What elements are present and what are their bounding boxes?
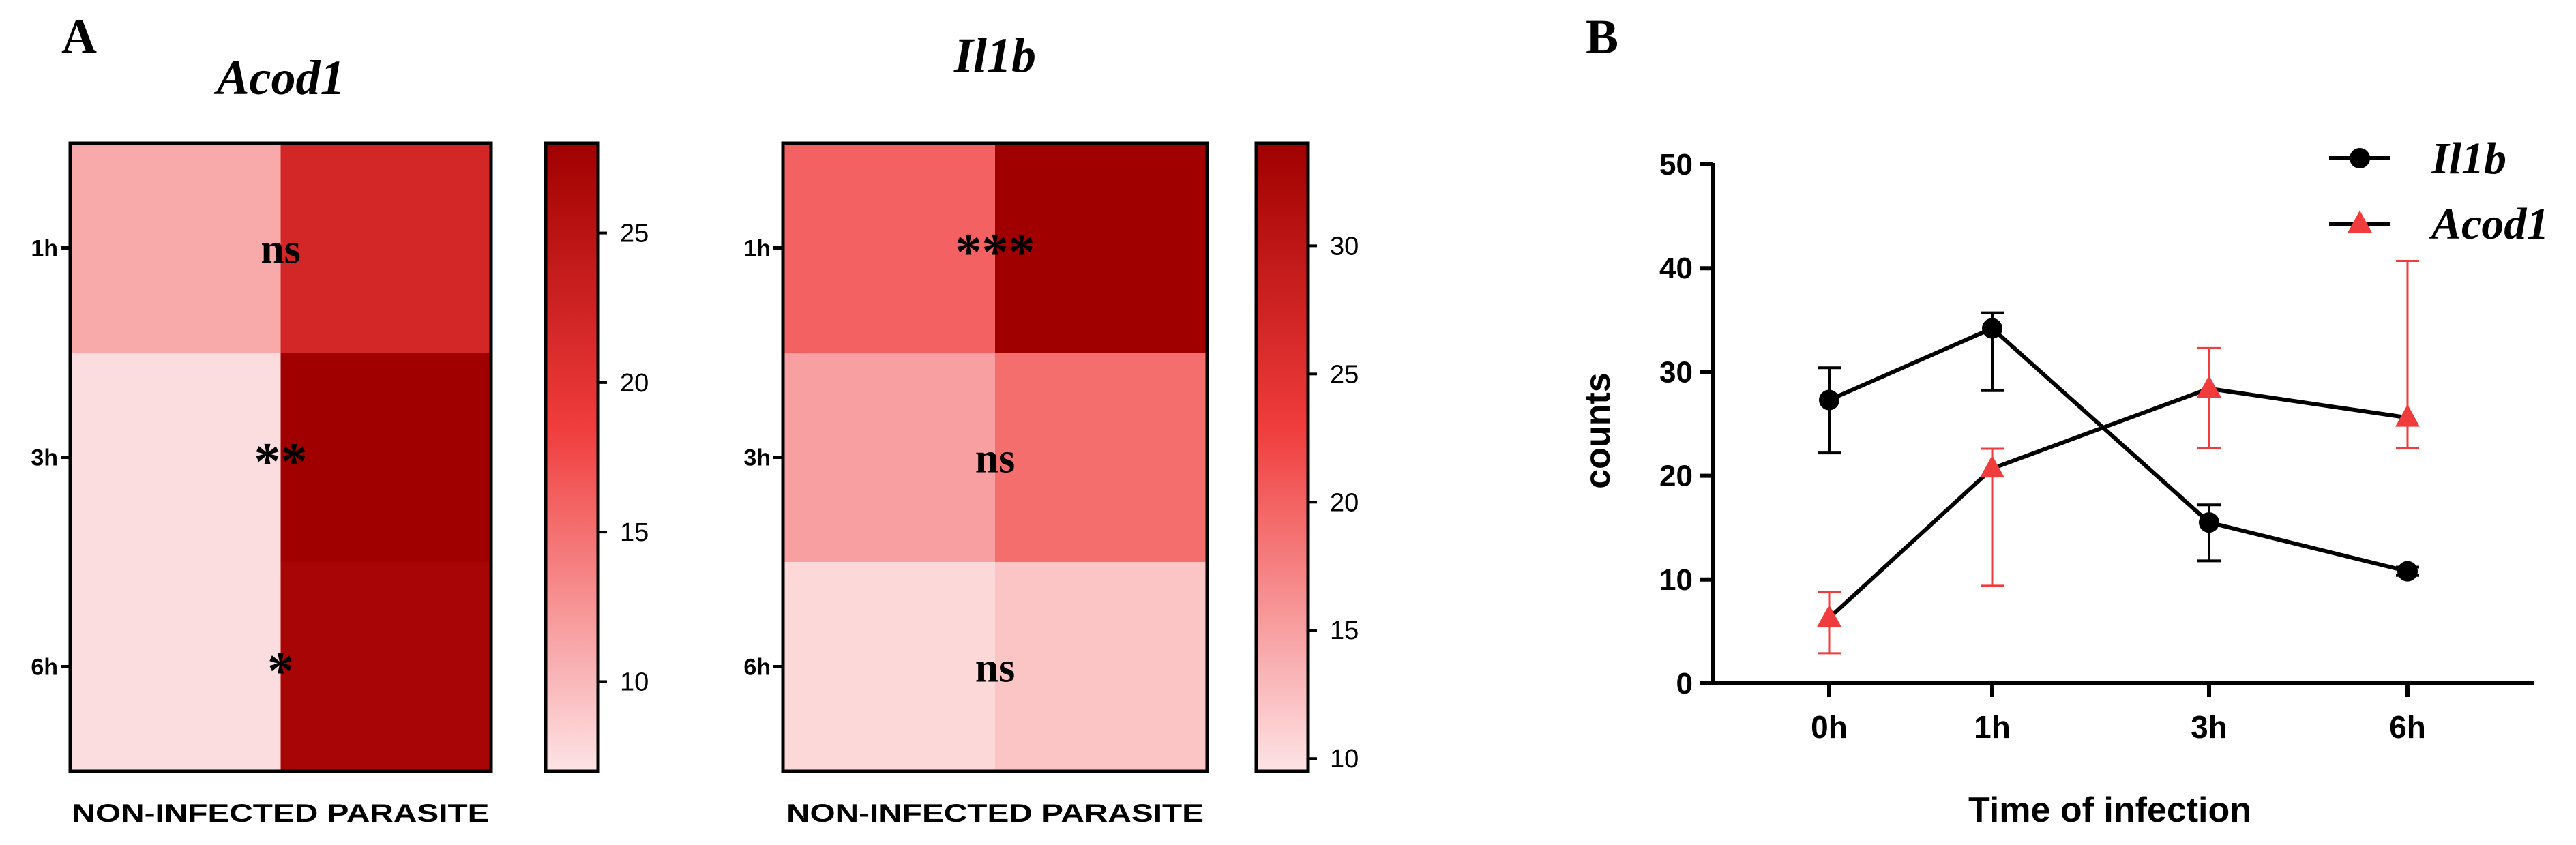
colorbar-tick-label: 15 bbox=[1330, 617, 1359, 645]
y-tick-label: 1h bbox=[743, 236, 771, 262]
heatmap-cell bbox=[70, 353, 282, 563]
colorbar-tick-label: 25 bbox=[620, 220, 649, 248]
x-tick-label: 6h bbox=[2389, 709, 2426, 745]
heatmap-cell bbox=[995, 143, 1208, 353]
x-tick-label: 0h bbox=[1811, 709, 1848, 745]
y-tick-label: 0 bbox=[1676, 667, 1693, 700]
data-point-il1b bbox=[1819, 389, 1839, 411]
y-tick-label: 40 bbox=[1659, 252, 1693, 285]
significance-annotation: ns bbox=[975, 436, 1016, 482]
heatmap-cell bbox=[783, 562, 996, 772]
heatmap-cell bbox=[783, 353, 996, 563]
panel-label-b: B bbox=[1586, 10, 1618, 64]
significance-annotation: ns bbox=[975, 645, 1016, 692]
colorbar bbox=[544, 141, 600, 773]
colorbar-tick-label: 30 bbox=[1330, 232, 1359, 261]
colorbar bbox=[1254, 141, 1310, 773]
heatmap-title-acod1: Acod1 bbox=[214, 50, 345, 105]
data-point-il1b bbox=[2397, 561, 2418, 582]
legend-item-acod1: Acod1 bbox=[2329, 199, 2549, 249]
y-tick-label: 6h bbox=[743, 655, 771, 681]
x-axis-label: NON-INFECTED PARASITE bbox=[72, 799, 490, 827]
colorbar-tick-label: 25 bbox=[1330, 360, 1359, 389]
panel-label-a: A bbox=[61, 10, 97, 64]
colorbar-tick-label: 15 bbox=[620, 518, 649, 547]
series-line-il1b bbox=[1828, 325, 2408, 574]
heatmap-cell bbox=[70, 562, 282, 772]
heatmap-cell bbox=[995, 562, 1208, 772]
colorbar-tick-label: 20 bbox=[620, 369, 649, 398]
legend-item-il1b: Il1b bbox=[2329, 134, 2506, 183]
x-axis-label: NON-INFECTED PARASITE bbox=[786, 799, 1204, 827]
heatmap-cell bbox=[280, 143, 492, 353]
series-il1b bbox=[1818, 311, 2419, 582]
data-point-acod1 bbox=[1980, 455, 2004, 478]
legend-label-il1b: Il1b bbox=[2431, 134, 2506, 183]
heatmap-il1b: Il1b 1h *** 3h ns 6h ns NON-INFECTED PARASITE 10… bbox=[743, 28, 1359, 827]
heatmap-frame bbox=[68, 141, 493, 773]
x-tick-label: 3h bbox=[2191, 709, 2227, 745]
heatmap-cell bbox=[995, 353, 1208, 563]
series-line-acod1 bbox=[1827, 386, 2408, 620]
heatmap-cell bbox=[783, 143, 996, 353]
colorbar-tick-label: 20 bbox=[1330, 488, 1359, 517]
y-tick-label: 30 bbox=[1659, 355, 1693, 389]
y-tick-label: 3h bbox=[31, 445, 58, 471]
colorbar-tick-label: 10 bbox=[620, 668, 649, 696]
significance-annotation: * bbox=[267, 641, 294, 700]
legend-marker-acod1 bbox=[2348, 210, 2372, 233]
data-point-il1b bbox=[2199, 512, 2219, 533]
y-tick-label: 50 bbox=[1659, 148, 1693, 181]
heatmap-cell bbox=[70, 143, 282, 353]
data-point-il1b bbox=[1982, 318, 2002, 339]
significance-annotation: ns bbox=[261, 226, 301, 273]
data-point-acod1 bbox=[2395, 404, 2420, 427]
significance-annotation: ** bbox=[254, 432, 308, 491]
y-tick-label: 10 bbox=[1659, 563, 1693, 597]
heatmap-acod1: Acod1 1h ns 3h ** 6h * NON-INFECTED PARASITE 10 1… bbox=[31, 50, 649, 827]
x-tick-label: 1h bbox=[1974, 709, 2011, 745]
significance-annotation: *** bbox=[956, 222, 1035, 282]
series-acod1 bbox=[1817, 260, 2420, 655]
y-axis-title: counts bbox=[1578, 372, 1618, 488]
y-tick-label: 1h bbox=[31, 236, 58, 262]
heatmap-title-il1b: Il1b bbox=[953, 28, 1036, 83]
line-chart-counts: 0 10 20 30 40 50 0h 1h 3h 6h Time of infection coun… bbox=[1578, 134, 2549, 830]
legend-marker-il1b bbox=[2350, 148, 2370, 168]
x-axis-title: Time of infection bbox=[1968, 790, 2251, 830]
data-point-acod1 bbox=[2197, 375, 2221, 398]
legend-label-acod1: Acod1 bbox=[2429, 199, 2549, 249]
heatmap-cell bbox=[280, 353, 492, 563]
y-tick-label: 6h bbox=[31, 655, 58, 681]
heatmap-cell bbox=[280, 562, 492, 772]
y-tick-label: 3h bbox=[743, 445, 771, 471]
data-point-acod1 bbox=[1817, 604, 1841, 627]
colorbar-tick-label: 10 bbox=[1330, 745, 1359, 773]
heatmap-frame bbox=[781, 141, 1209, 773]
y-tick-label: 20 bbox=[1659, 460, 1693, 493]
